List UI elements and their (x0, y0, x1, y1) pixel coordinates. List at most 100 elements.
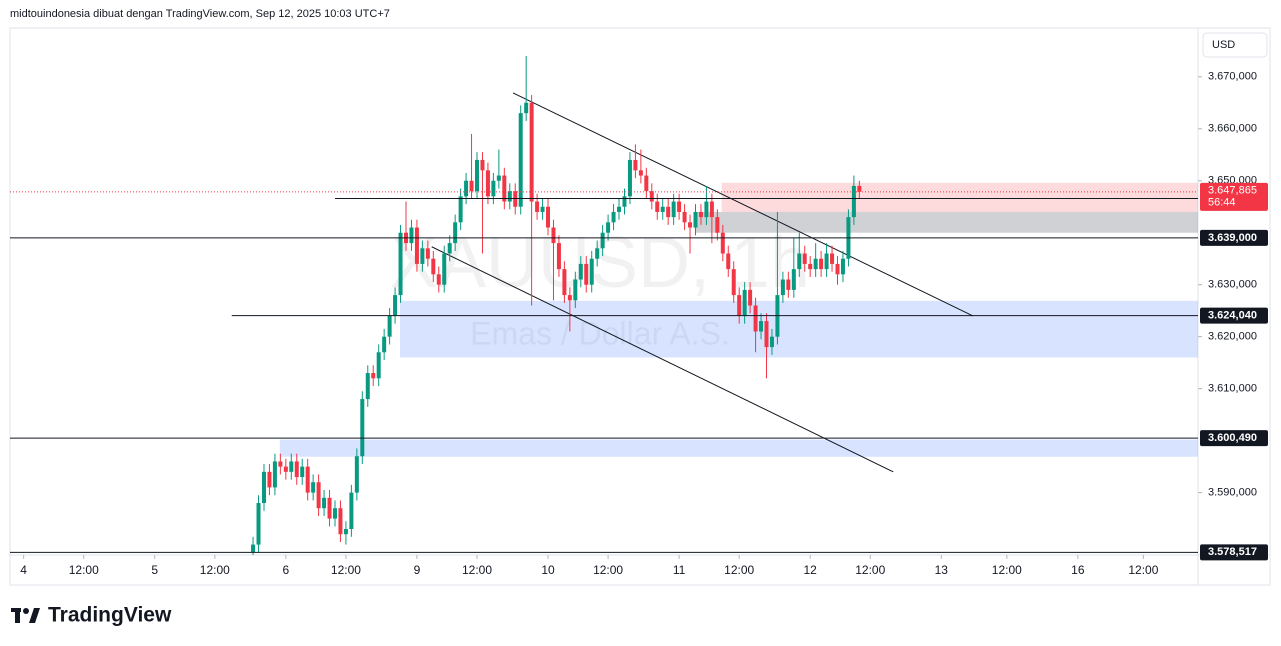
candle (349, 484, 354, 537)
level-label: 3.639,000 (1208, 232, 1257, 244)
watermark-name: Emas / Dollar A.S. (470, 315, 730, 351)
candle (655, 193, 660, 220)
level-label-box (1200, 430, 1268, 447)
candle (409, 219, 414, 251)
candle-body (797, 253, 802, 270)
candle (857, 180, 862, 199)
candle-body (316, 482, 321, 509)
candle-body (857, 185, 862, 192)
candle (535, 193, 540, 220)
trendline (431, 246, 894, 473)
y-tick-label: 3.660,000 (1208, 123, 1257, 135)
candle-body (611, 211, 616, 223)
currency: USD (1212, 39, 1235, 51)
candle (780, 271, 785, 303)
candle-body (688, 222, 693, 228)
candle-body (349, 492, 354, 530)
candle-body (638, 170, 643, 176)
candle-body (338, 508, 343, 535)
candle (507, 183, 512, 210)
candle (338, 500, 343, 543)
candle-body (589, 258, 594, 285)
candle-body (529, 102, 534, 202)
x-tick-label: 12:00 (462, 563, 492, 577)
x-tick-label: 11 (673, 563, 686, 577)
candle (769, 328, 774, 355)
candle-body (726, 253, 731, 270)
candle (453, 214, 458, 251)
candle-body (704, 201, 709, 218)
candle-body (764, 321, 769, 348)
candle-body (835, 263, 840, 275)
candle (420, 240, 425, 272)
last-price-box (1200, 182, 1268, 211)
y-tick-label: 3.670,000 (1208, 71, 1257, 83)
candle (808, 256, 813, 277)
x-tick-label: 12 (804, 563, 818, 577)
candle (578, 256, 583, 288)
candle (759, 313, 764, 340)
candle (606, 214, 611, 241)
candle (278, 453, 283, 475)
candle (518, 105, 523, 215)
candle (475, 152, 480, 199)
candle-body (535, 201, 540, 212)
currency-button[interactable] (1202, 32, 1268, 58)
candle-body (453, 222, 458, 244)
candle (589, 250, 594, 293)
y-tick-label: 3.630,000 (1208, 279, 1257, 291)
candle (387, 308, 392, 345)
candle-body (469, 180, 474, 192)
header: midtouindonesia dibuat dengan TradingVie… (10, 8, 390, 20)
candle (256, 495, 261, 553)
candle-body (567, 295, 572, 301)
x-tick-label: 12:00 (855, 563, 885, 577)
candle (436, 266, 441, 293)
candle-body (786, 279, 791, 290)
candle (491, 172, 496, 205)
level-label-box (1200, 544, 1268, 561)
zone (694, 211, 1198, 233)
y-tick-label: 3.620,000 (1208, 331, 1257, 343)
candle-body (507, 191, 512, 202)
candle-body (622, 196, 627, 207)
x-tick-label: 12:00 (593, 563, 623, 577)
candle-body (294, 461, 299, 478)
x-tick-label: 12:00 (1128, 563, 1158, 577)
candle-body (305, 466, 310, 493)
candle-body (322, 497, 327, 509)
candle-body (693, 211, 698, 228)
candle (737, 287, 742, 324)
candle (562, 261, 567, 303)
candle (835, 256, 840, 285)
candle (742, 282, 747, 324)
candle (365, 365, 370, 407)
candle (283, 458, 288, 480)
candle-body (720, 232, 725, 254)
candle (464, 172, 469, 205)
candle-body (360, 399, 365, 457)
candle (584, 256, 589, 293)
candle (567, 287, 572, 332)
candle (797, 232, 802, 277)
candle-body (256, 503, 261, 545)
candle (556, 235, 561, 277)
candle-body (475, 159, 480, 192)
candle-body (813, 258, 818, 270)
candle-body (709, 201, 714, 218)
candle-body (425, 248, 430, 259)
candle (688, 214, 693, 254)
candle-body (278, 461, 283, 467)
candle-body (311, 482, 316, 493)
x-tick-label: 16 (1071, 563, 1085, 577)
last-price-label: 3.647,865 (1208, 185, 1257, 197)
candle-body (376, 352, 381, 379)
candle-body (387, 315, 392, 337)
candle (611, 204, 616, 231)
trendline (512, 92, 974, 317)
candle-body (742, 289, 747, 316)
candle (502, 167, 507, 210)
candle (327, 490, 332, 527)
